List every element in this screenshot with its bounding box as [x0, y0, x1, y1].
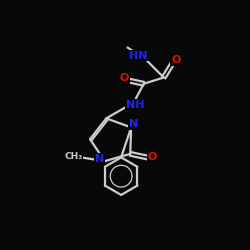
Text: N: N [95, 154, 104, 164]
Text: O: O [120, 73, 129, 83]
Text: CH₃: CH₃ [64, 152, 83, 161]
Text: O: O [148, 152, 157, 162]
Text: N: N [128, 119, 138, 129]
Text: O: O [171, 55, 180, 65]
Text: HN: HN [130, 50, 148, 60]
Text: NH: NH [126, 100, 144, 110]
